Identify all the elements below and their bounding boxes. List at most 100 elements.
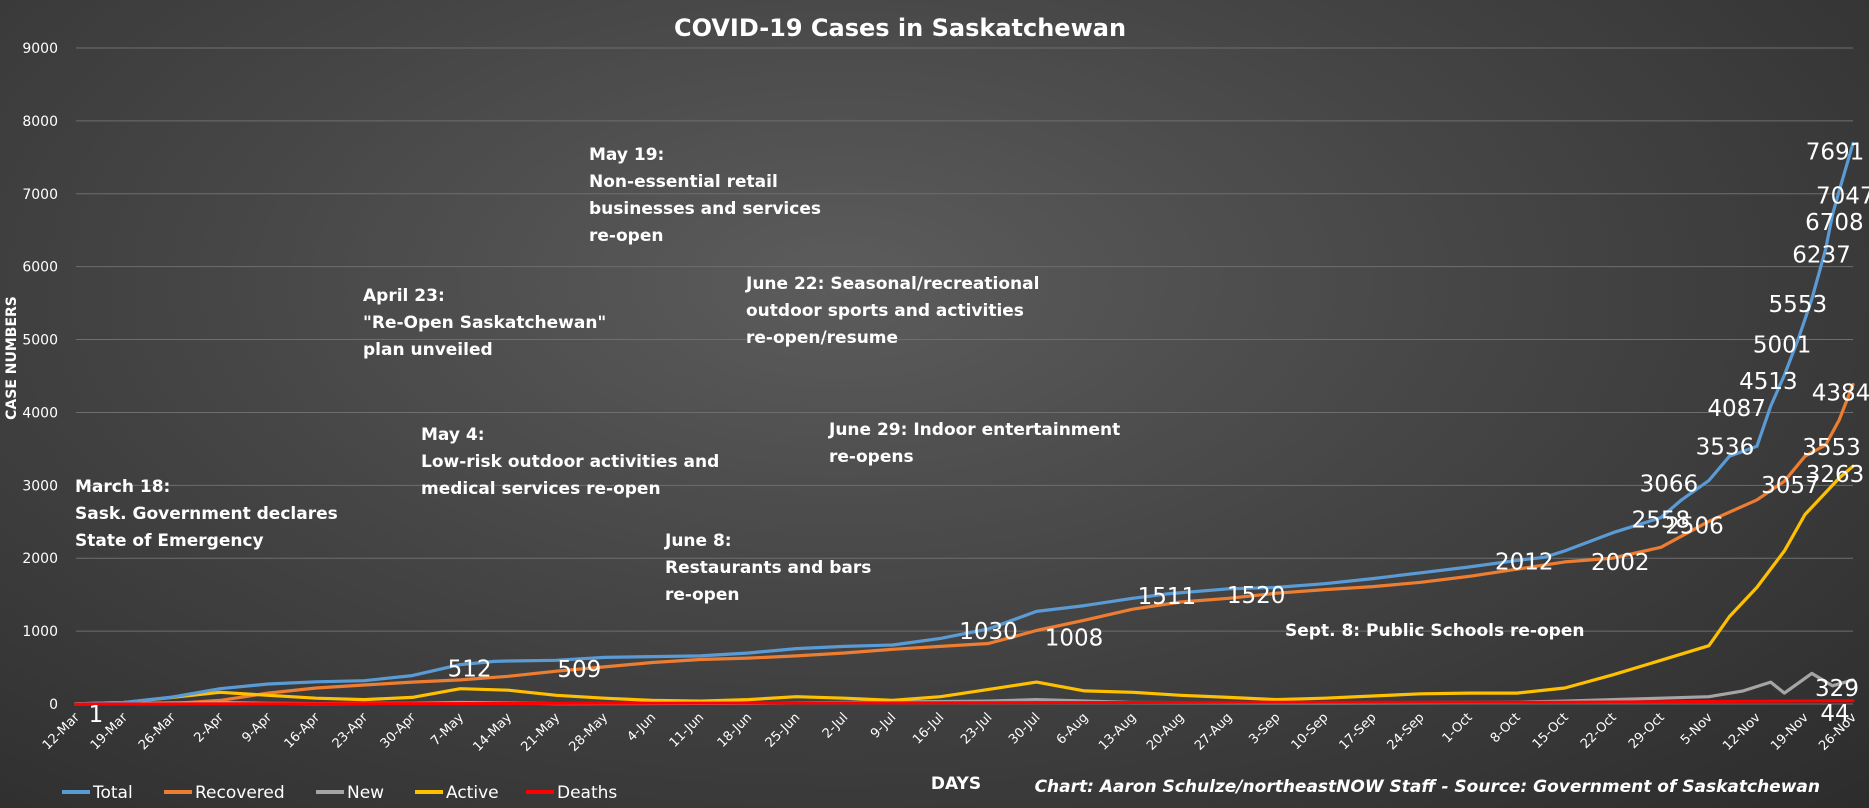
y-tick-label: 0: [49, 697, 58, 713]
annotation-line: Low-risk outdoor activities and: [421, 452, 719, 472]
x-tick-label: 21-May: [518, 710, 563, 755]
annotation-line: Sask. Government declares: [75, 504, 338, 524]
data-label: 509: [557, 657, 601, 683]
legend-label-deaths: Deaths: [557, 783, 617, 803]
y-tick-label: 4000: [22, 405, 58, 421]
x-tick-label: 6-Aug: [1054, 710, 1092, 748]
x-tick-label: 16-Jul: [910, 710, 947, 747]
annotation-line: April 23:: [363, 286, 445, 306]
x-tick-label: 27-Aug: [1192, 710, 1235, 753]
x-tick-label: 16-Apr: [282, 710, 324, 752]
x-tick-label: 30-Jul: [1006, 710, 1043, 747]
annotation: Sept. 8: Public Schools re-open: [1285, 621, 1584, 641]
data-label: 4384: [1812, 380, 1869, 406]
data-label: 2506: [1665, 513, 1724, 539]
annotation: June 8: Restaurants and bars re-open: [664, 531, 871, 605]
x-tick-label: 25-Jun: [763, 710, 804, 751]
data-label: 4513: [1739, 369, 1798, 395]
x-axis-label: DAYS: [931, 774, 981, 794]
data-label: 2002: [1591, 550, 1650, 576]
series-lines: [74, 141, 1855, 706]
data-label: 1: [89, 702, 104, 728]
data-label: 3553: [1802, 435, 1861, 461]
x-tick-label: 22-Oct: [1578, 710, 1620, 752]
x-tick-label: 9-Apr: [239, 710, 275, 746]
data-label: 4087: [1707, 396, 1766, 422]
data-label: 6237: [1792, 242, 1851, 268]
x-tick-label: 18-Jun: [715, 710, 756, 751]
y-tick-label: 2000: [22, 551, 58, 567]
data-label: 1030: [959, 619, 1018, 645]
data-label: 512: [448, 657, 492, 683]
y-tick-label: 5000: [22, 333, 58, 349]
annotation-line: Sept. 8: Public Schools re-open: [1285, 621, 1584, 641]
chart-title: COVID-19 Cases in Saskatchewan: [674, 14, 1126, 42]
legend-label-recovered: Recovered: [195, 783, 285, 803]
x-tick-label: 17-Sep: [1337, 710, 1380, 753]
y-axis-label: CASE NUMBERS: [4, 296, 20, 420]
annotation: April 23: "Re-Open Saskatchewan" plan unve…: [363, 286, 606, 360]
data-label: 329: [1815, 676, 1859, 702]
annotation-line: "Re-Open Saskatchewan": [363, 313, 606, 333]
annotation-line: re-open: [589, 226, 663, 246]
y-tick-label: 7000: [22, 187, 58, 203]
x-tick-label: 20-Aug: [1144, 710, 1187, 753]
annotation-line: re-opens: [829, 447, 914, 467]
x-tick-label: 11-Jun: [667, 710, 708, 751]
x-tick-label: 9-Jul: [868, 710, 899, 741]
annotation: June 22: Seasonal/recreational outdoor sp…: [745, 274, 1039, 348]
x-tick-label: 23-Apr: [330, 710, 372, 752]
x-tick-label: 15-Oct: [1530, 710, 1572, 752]
series-line-total: [74, 141, 1855, 706]
x-tick-label: 12-Mar: [40, 710, 83, 753]
data-label: 3536: [1696, 434, 1755, 460]
legend-label-total: Total: [92, 783, 133, 803]
annotation-line: State of Emergency: [75, 531, 264, 551]
data-label: 1008: [1045, 626, 1104, 652]
y-tick-label: 6000: [22, 260, 58, 276]
legend-label-new: New: [347, 783, 384, 803]
data-label: 1511: [1138, 584, 1197, 610]
x-tick-label: 5-Nov: [1678, 710, 1716, 748]
x-tick-label: 29-Oct: [1626, 710, 1668, 752]
x-tick-label: 13-Aug: [1096, 710, 1139, 753]
annotation-line: June 29: Indoor entertainment: [828, 420, 1120, 440]
y-tick-label: 9000: [22, 41, 58, 57]
series-line-recovered: [74, 382, 1855, 706]
event-annotations: March 18: Sask. Government declares State …: [75, 145, 1584, 641]
annotation-line: re-open/resume: [746, 328, 898, 348]
annotation-line: Restaurants and bars: [665, 558, 871, 578]
data-label: 5001: [1753, 332, 1812, 358]
annotation: May 4: Low-risk outdoor activities and med…: [421, 425, 719, 499]
data-label: 44: [1820, 701, 1849, 727]
x-tick-label: 7-May: [428, 710, 467, 749]
x-tick-label: 2-Apr: [191, 710, 227, 746]
series-line-deaths: [74, 699, 1855, 706]
y-tick-label: 8000: [22, 114, 58, 130]
x-tick-label: 1-Oct: [1440, 710, 1476, 746]
legend: Total Recovered New Active Deaths: [62, 783, 617, 803]
gridlines: [76, 47, 1853, 705]
x-tick-label: 30-Apr: [378, 710, 420, 752]
annotation-line: re-open: [665, 585, 739, 605]
annotation: June 29: Indoor entertainment re-opens: [828, 420, 1120, 467]
annotation-line: May 4:: [421, 425, 485, 445]
x-tick-label: 26-Mar: [136, 710, 179, 753]
x-tick-label: 23-Jul: [958, 710, 995, 747]
x-tick-label: 8-Oct: [1488, 710, 1524, 746]
data-label: 2558: [1632, 508, 1691, 534]
annotation-line: plan unveiled: [363, 340, 493, 360]
data-label: 3066: [1640, 472, 1699, 498]
y-tick-label: 3000: [22, 478, 58, 494]
legend-label-active: Active: [446, 783, 499, 803]
annotation: March 18: Sask. Government declares State …: [75, 477, 338, 551]
y-tick-label: 1000: [22, 624, 58, 640]
x-tick-label: 24-Sep: [1385, 710, 1428, 753]
data-label: 6708: [1805, 210, 1864, 236]
x-tick-label: 14-May: [470, 710, 515, 755]
annotation: May 19: Non-essential retail businesses an…: [589, 145, 821, 246]
series-line-active: [74, 464, 1855, 706]
annotation-line: medical services re-open: [421, 479, 661, 499]
x-tick-label: 19-Nov: [1768, 710, 1812, 754]
